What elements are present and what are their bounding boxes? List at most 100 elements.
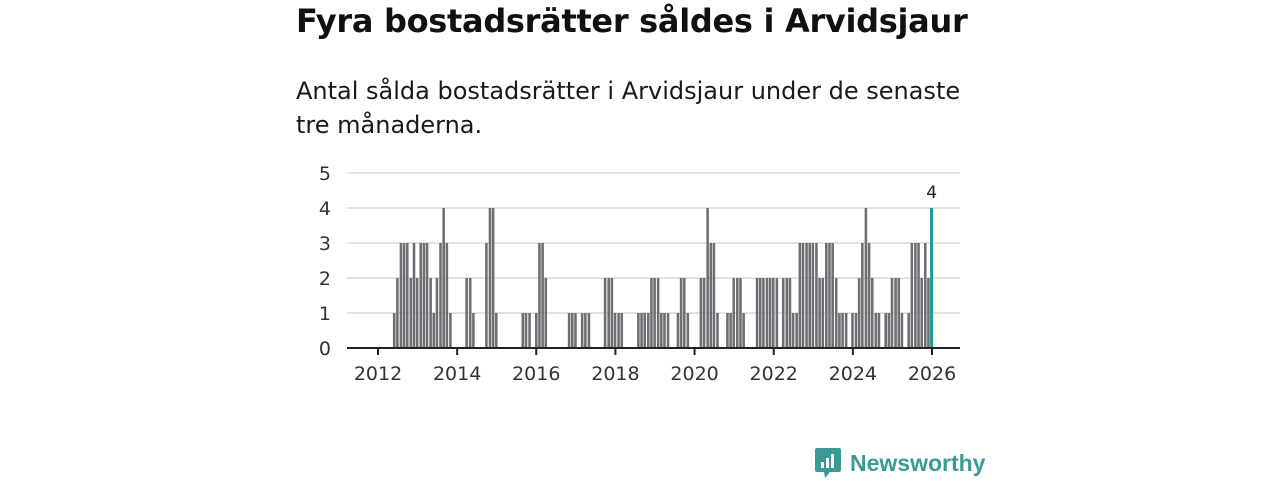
bar <box>742 313 745 348</box>
labels: 0 1 2 3 4 5 2012 2014 2016 2018 2020 2022 2024 2026 4 <box>319 163 956 385</box>
bar <box>541 243 544 348</box>
x-tick-label: 2022 <box>750 363 798 385</box>
bar <box>897 278 901 348</box>
bar <box>884 313 887 348</box>
bar <box>415 278 419 348</box>
bar <box>864 208 868 348</box>
bar <box>758 278 762 348</box>
bar <box>409 278 413 348</box>
bar <box>765 278 769 348</box>
bar <box>584 313 587 348</box>
bar <box>643 313 646 348</box>
bar <box>646 313 650 348</box>
x-tick-label: 2012 <box>354 363 402 385</box>
bar <box>914 243 917 348</box>
chart-subtitle: Antal sålda bostadsrätter i Arvidsjaur u… <box>296 77 961 139</box>
bar <box>894 278 897 348</box>
bar <box>920 278 923 348</box>
bar <box>574 313 577 348</box>
bar <box>429 278 432 348</box>
axes <box>347 347 960 355</box>
bar <box>844 313 848 348</box>
last-value-label: 4 <box>926 183 937 203</box>
bar <box>716 313 719 348</box>
bar <box>686 313 690 348</box>
bar <box>653 278 656 348</box>
bar <box>736 278 739 348</box>
bar <box>732 278 736 348</box>
y-tick-label: 3 <box>319 233 331 255</box>
bar <box>495 313 498 348</box>
bar <box>788 278 792 348</box>
bar <box>712 243 716 348</box>
bar <box>927 278 930 348</box>
bar <box>815 243 818 348</box>
bar <box>650 278 653 348</box>
newsworthy-logo-icon <box>815 448 841 478</box>
bar <box>435 278 439 348</box>
bar <box>656 278 660 348</box>
bar <box>521 313 525 348</box>
grid-lines <box>347 172 960 314</box>
bar <box>405 243 409 348</box>
bar <box>821 278 825 348</box>
bar <box>709 243 713 348</box>
bars <box>392 208 934 348</box>
highlighted-bar <box>930 208 934 348</box>
bar <box>660 313 663 348</box>
bar <box>587 313 591 348</box>
bar <box>900 313 904 348</box>
bar <box>488 208 492 348</box>
bar <box>726 313 729 348</box>
bar <box>818 278 821 348</box>
x-tick-label: 2024 <box>829 363 877 385</box>
bar <box>396 278 399 348</box>
bar <box>877 313 881 348</box>
bar <box>472 313 475 348</box>
bar <box>465 278 468 348</box>
x-tick-label: 2016 <box>512 363 560 385</box>
bar <box>603 278 607 348</box>
bar <box>811 243 815 348</box>
bar <box>524 313 528 348</box>
bar <box>907 313 910 348</box>
bar <box>640 313 643 348</box>
bar <box>801 243 805 348</box>
bar <box>867 243 871 348</box>
bar <box>785 278 789 348</box>
bar <box>798 243 802 348</box>
bar <box>772 278 775 348</box>
bar <box>831 243 834 348</box>
bar <box>791 313 795 348</box>
bar <box>825 243 828 348</box>
bar <box>528 313 531 348</box>
y-tick-label: 0 <box>319 338 331 360</box>
x-tick-label: 2020 <box>670 363 718 385</box>
newsworthy-brand[interactable]: Newsworthy <box>814 445 985 481</box>
bar <box>567 313 571 348</box>
bar <box>890 278 894 348</box>
bar <box>402 243 406 348</box>
bar <box>762 278 765 348</box>
bar <box>425 243 429 348</box>
page-title: Fyra bostadsrätter såldes i Arvidsjaur <box>296 2 968 40</box>
y-tick-label: 1 <box>319 303 331 325</box>
bar <box>755 278 759 348</box>
bar <box>538 243 541 348</box>
bar <box>666 313 670 348</box>
bar <box>838 313 841 348</box>
bar <box>729 313 732 348</box>
bar <box>768 278 772 348</box>
bar <box>580 313 584 348</box>
bar <box>676 313 680 348</box>
bar <box>449 313 452 348</box>
bar <box>910 243 914 348</box>
bar <box>432 313 436 348</box>
bar <box>874 313 878 348</box>
bar <box>617 313 620 348</box>
bar <box>422 243 426 348</box>
bar <box>610 278 614 348</box>
bar <box>534 313 538 348</box>
bar <box>491 208 495 348</box>
